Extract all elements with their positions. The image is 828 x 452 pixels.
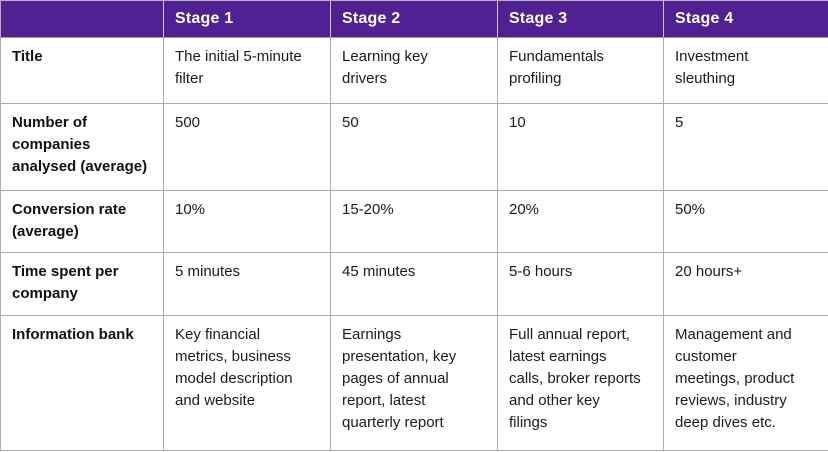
cell-time-stage-1: 5 minutes (163, 252, 331, 316)
row-label-information-bank: Information bank (0, 315, 164, 451)
cell-title-stage-4: Investment sleuthing (663, 37, 828, 104)
table-row-conversion-rate: Conversion rate (average) 10% 15-20% 20%… (0, 190, 828, 253)
cell-companies-stage-3: 10 (497, 103, 664, 191)
row-label-title: Title (0, 37, 164, 104)
cell-title-stage-1: The initial 5-minute filter (163, 37, 331, 104)
cell-companies-stage-4: 5 (663, 103, 828, 191)
cell-title-stage-3: Fundamentals profiling (497, 37, 664, 104)
cell-companies-stage-1: 500 (163, 103, 331, 191)
cell-info-stage-4: Management and customer meetings, produc… (663, 315, 828, 451)
header-corner-cell (0, 0, 164, 38)
header-cell-stage-1: Stage 1 (163, 0, 331, 38)
cell-conversion-stage-1: 10% (163, 190, 331, 253)
cell-title-stage-2: Learning key drivers (330, 37, 498, 104)
cell-info-stage-3: Full annual report, latest earnings call… (497, 315, 664, 451)
cell-time-stage-2: 45 minutes (330, 252, 498, 316)
cell-time-stage-3: 5-6 hours (497, 252, 664, 316)
cell-info-stage-2: Earnings presentation, key pages of annu… (330, 315, 498, 451)
table-row-time-spent: Time spent per company 5 minutes 45 minu… (0, 252, 828, 316)
header-row: Stage 1 Stage 2 Stage 3 Stage 4 (0, 0, 828, 38)
table-row-companies-analysed: Number of companies analysed (average) 5… (0, 103, 828, 191)
row-label-companies-analysed: Number of companies analysed (average) (0, 103, 164, 191)
row-label-time-spent: Time spent per company (0, 252, 164, 316)
cell-conversion-stage-4: 50% (663, 190, 828, 253)
header-cell-stage-4: Stage 4 (663, 0, 828, 38)
table-row-title: Title The initial 5-minute filter Learni… (0, 37, 828, 104)
cell-info-stage-1: Key financial metrics, business model de… (163, 315, 331, 451)
header-cell-stage-3: Stage 3 (497, 0, 664, 38)
cell-conversion-stage-2: 15-20% (330, 190, 498, 253)
header-cell-stage-2: Stage 2 (330, 0, 498, 38)
row-label-conversion-rate: Conversion rate (average) (0, 190, 164, 253)
cell-companies-stage-2: 50 (330, 103, 498, 191)
table-row-information-bank: Information bank Key financial metrics, … (0, 315, 828, 451)
cell-time-stage-4: 20 hours+ (663, 252, 828, 316)
cell-conversion-stage-3: 20% (497, 190, 664, 253)
